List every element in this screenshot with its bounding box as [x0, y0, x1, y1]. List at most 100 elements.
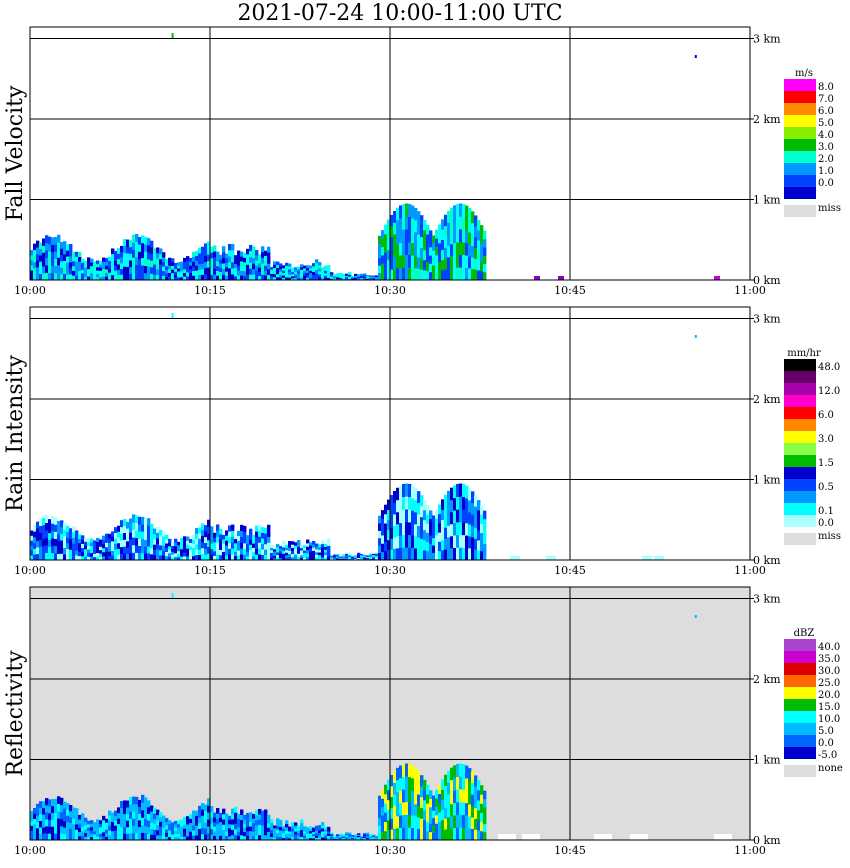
echo-cell — [405, 203, 409, 217]
echo-cell — [468, 232, 472, 245]
echo-cell — [417, 514, 421, 526]
echo-cell — [333, 557, 337, 559]
echo-cell — [108, 810, 112, 816]
echo-cell — [303, 268, 307, 271]
echo-cell — [429, 543, 433, 553]
echo-cell — [96, 276, 100, 281]
echo-cell — [156, 252, 160, 259]
echo-cell — [330, 835, 334, 837]
echo-cell — [51, 552, 55, 561]
echo-cell — [177, 262, 181, 266]
echo-cell — [294, 554, 298, 558]
echo-cell — [183, 268, 187, 274]
echo-cell — [309, 551, 313, 555]
echo-cell — [183, 261, 187, 266]
echo-cell — [162, 827, 166, 833]
echo-cell — [261, 815, 265, 821]
echo-cell — [390, 807, 394, 819]
echo-cell — [99, 276, 103, 281]
echo-cell — [522, 834, 540, 840]
echo-cell — [429, 238, 433, 248]
echo-cell — [42, 531, 46, 540]
echo-cell — [327, 552, 331, 557]
echo-cell — [303, 550, 307, 554]
echo-cell — [462, 522, 466, 536]
echo-cell — [306, 835, 310, 839]
echo-cell — [153, 528, 157, 535]
echo-cell — [204, 810, 208, 817]
echo-cell — [414, 219, 418, 233]
echo-cell — [198, 543, 202, 550]
echo-cell — [210, 246, 214, 253]
echo-cell — [225, 831, 229, 836]
echo-cell — [39, 801, 43, 809]
echo-cell — [444, 505, 448, 517]
echo-cell — [357, 553, 361, 556]
echo-cell — [474, 829, 478, 841]
echo-cell — [159, 248, 163, 255]
echo-cell — [78, 814, 82, 820]
echo-cell — [231, 834, 235, 841]
colorbar-label: 0.0 — [818, 518, 834, 529]
echo-cell — [483, 535, 487, 544]
echo-cell — [57, 803, 61, 812]
echo-cell — [399, 777, 403, 791]
echo-cell — [369, 552, 373, 555]
echo-cell — [438, 252, 442, 262]
echo-cell — [72, 543, 76, 550]
echo-cell — [159, 529, 163, 536]
echo-cell — [465, 242, 469, 256]
echo-cell — [186, 820, 190, 825]
echo-cell — [162, 831, 166, 837]
echo-cell — [114, 820, 118, 826]
colorbar-swatch — [784, 103, 816, 115]
echo-cell — [237, 550, 241, 556]
echo-cell — [189, 835, 193, 841]
echo-cell — [96, 541, 100, 546]
echo-cell — [45, 798, 49, 806]
echo-cell — [474, 226, 478, 238]
echo-cell — [267, 252, 271, 259]
echo-cell — [342, 837, 346, 839]
echo-cell — [318, 277, 322, 281]
echo-cell — [213, 251, 217, 258]
echo-cell — [420, 269, 424, 281]
echo-cell — [114, 549, 118, 555]
echo-cell — [264, 265, 268, 271]
echo-cell — [102, 535, 106, 541]
echo-cell — [72, 256, 76, 262]
echo-cell — [96, 822, 100, 827]
echo-cell — [288, 831, 292, 834]
echo-cell — [453, 255, 457, 268]
echo-cell — [234, 806, 238, 813]
echo-cell — [198, 247, 202, 254]
echo-cell — [183, 552, 187, 557]
echo-cell — [360, 554, 364, 556]
echo-cell — [153, 813, 157, 819]
echo-cell — [405, 801, 409, 815]
echo-cell — [186, 836, 190, 841]
echo-cell — [294, 837, 298, 841]
echo-cell — [84, 825, 88, 830]
echo-cell — [51, 805, 55, 814]
echo-cell — [366, 275, 370, 278]
echo-cell — [357, 552, 361, 555]
echo-cell — [396, 523, 400, 537]
echo-cell — [447, 548, 451, 561]
echo-cell — [189, 556, 193, 561]
echo-cell — [168, 549, 172, 554]
echo-cell — [135, 832, 139, 841]
echo-cell — [399, 267, 403, 281]
echo-cell — [366, 555, 370, 557]
echo-cell — [48, 806, 52, 814]
echo-cell — [42, 517, 46, 526]
echo-cell — [363, 273, 367, 275]
echo-cell — [180, 552, 184, 557]
echo-cell — [60, 818, 64, 827]
echo-cell — [135, 249, 139, 258]
echo-cell — [282, 275, 286, 278]
colorbar-label: 30.0 — [818, 666, 840, 677]
echo-cell — [204, 542, 208, 549]
echo-cell — [243, 819, 247, 824]
echo-cell — [480, 803, 484, 813]
